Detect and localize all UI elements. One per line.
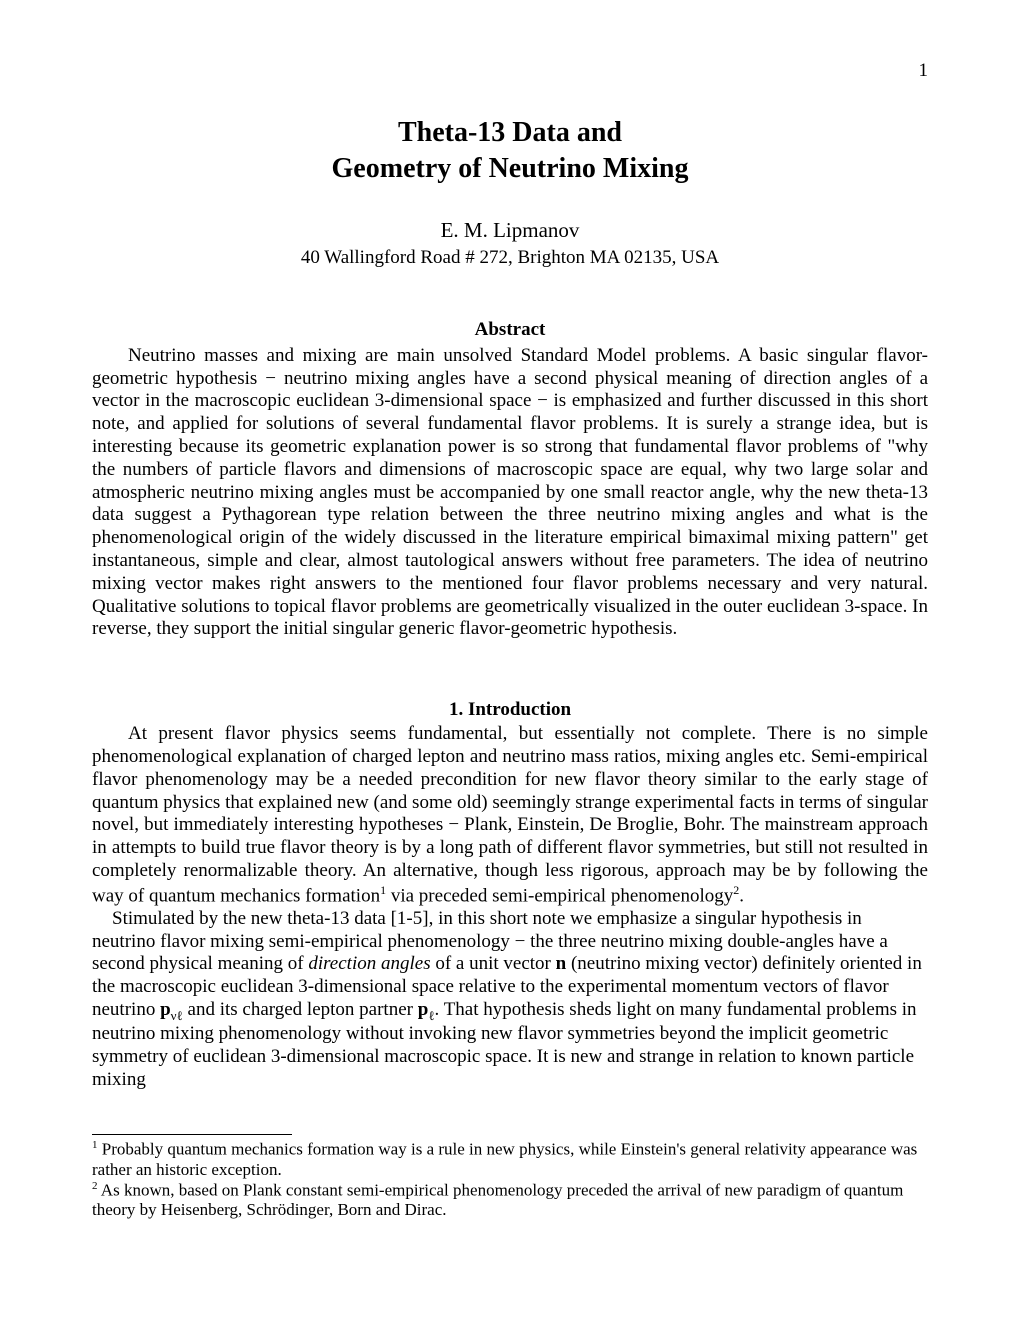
intro-p1-part-c: . — [739, 885, 744, 906]
intro-paragraph-1: At present flavor physics seems fundamen… — [92, 723, 928, 908]
intro-p1-part-a: At present flavor physics seems fundamen… — [92, 723, 928, 906]
intro-paragraph-2: Stimulated by the new theta-13 data [1-5… — [92, 908, 928, 1092]
page-number: 1 — [919, 60, 929, 82]
intro-p2-b: of a unit vector — [431, 953, 556, 974]
section-1-heading: 1. Introduction — [92, 699, 928, 721]
intro-p2-p1: p — [160, 999, 171, 1020]
affiliation: 40 Wallingford Road # 272, Brighton MA 0… — [92, 247, 928, 269]
footnote-2-text: As known, based on Plank constant semi-e… — [92, 1180, 903, 1219]
footnote-2: 2 As known, based on Plank constant semi… — [92, 1180, 928, 1221]
intro-p2-d: and its charged lepton partner — [183, 999, 418, 1020]
abstract-body: Neutrino masses and mixing are main unso… — [92, 345, 928, 641]
intro-p2-p2: p — [418, 999, 429, 1020]
title-line-1: Theta-13 Data and — [92, 115, 928, 151]
intro-p2-n: n — [556, 953, 567, 974]
author: E. M. Lipmanov — [92, 218, 928, 243]
intro-p2-italic: direction angles — [308, 953, 430, 974]
title-line-2: Geometry of Neutrino Mixing — [92, 151, 928, 187]
footnote-1: 1 Probably quantum mechanics formation w… — [92, 1139, 928, 1180]
intro-p1-part-b: via preceded semi-empirical phenomenolog… — [386, 885, 733, 906]
intro-p2-sub1: νℓ — [171, 1008, 183, 1023]
abstract-heading: Abstract — [92, 319, 928, 341]
title-block: Theta-13 Data and Geometry of Neutrino M… — [92, 115, 928, 269]
footnote-separator — [92, 1134, 292, 1135]
footnote-1-text: Probably quantum mechanics formation way… — [92, 1139, 917, 1178]
